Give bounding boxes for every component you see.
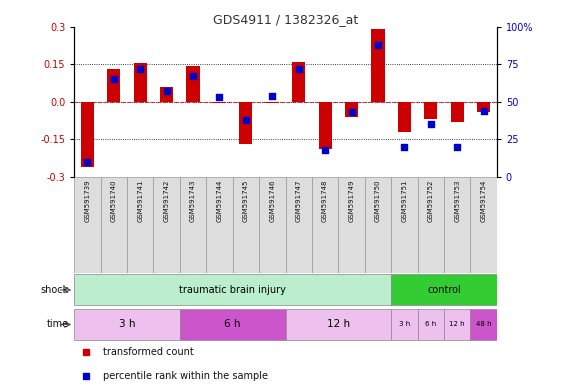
Point <box>479 108 488 114</box>
Text: GDS4911 / 1382326_at: GDS4911 / 1382326_at <box>213 13 358 26</box>
Text: 6 h: 6 h <box>425 321 436 328</box>
Text: GSM591749: GSM591749 <box>348 180 355 222</box>
Point <box>373 42 383 48</box>
FancyBboxPatch shape <box>365 177 391 273</box>
FancyBboxPatch shape <box>286 177 312 273</box>
Text: GSM591753: GSM591753 <box>454 180 460 222</box>
Text: 6 h: 6 h <box>224 319 241 329</box>
Bar <box>266 102 279 103</box>
Text: GSM591748: GSM591748 <box>322 180 328 222</box>
FancyBboxPatch shape <box>471 309 497 340</box>
FancyBboxPatch shape <box>444 177 471 273</box>
Text: time: time <box>46 319 69 329</box>
Point <box>426 121 435 127</box>
Point <box>400 144 409 150</box>
Text: shock: shock <box>41 285 69 295</box>
FancyBboxPatch shape <box>391 177 417 273</box>
Text: GSM591751: GSM591751 <box>401 180 407 222</box>
Point <box>242 117 251 123</box>
Bar <box>292 62 305 102</box>
Point <box>268 93 277 99</box>
FancyBboxPatch shape <box>312 177 338 273</box>
FancyBboxPatch shape <box>100 177 127 273</box>
Text: GSM591741: GSM591741 <box>137 180 143 222</box>
FancyBboxPatch shape <box>286 309 391 340</box>
FancyBboxPatch shape <box>391 274 497 306</box>
FancyBboxPatch shape <box>180 177 206 273</box>
Point <box>188 73 198 79</box>
Bar <box>477 102 490 112</box>
Bar <box>451 102 464 122</box>
Bar <box>160 87 173 102</box>
Text: 3 h: 3 h <box>119 319 135 329</box>
Text: transformed count: transformed count <box>103 347 194 358</box>
FancyBboxPatch shape <box>259 177 286 273</box>
Bar <box>345 102 358 117</box>
Text: GSM591742: GSM591742 <box>164 180 170 222</box>
FancyBboxPatch shape <box>127 177 154 273</box>
Bar <box>398 102 411 132</box>
Text: GSM591743: GSM591743 <box>190 180 196 222</box>
Text: GSM591746: GSM591746 <box>270 180 275 222</box>
Bar <box>107 70 120 102</box>
FancyBboxPatch shape <box>74 274 391 306</box>
Point <box>320 147 329 153</box>
FancyBboxPatch shape <box>417 177 444 273</box>
Point <box>83 159 92 165</box>
Text: GSM591744: GSM591744 <box>216 180 223 222</box>
Bar <box>371 30 384 102</box>
FancyBboxPatch shape <box>338 177 365 273</box>
FancyBboxPatch shape <box>444 309 471 340</box>
Text: 12 h: 12 h <box>327 319 350 329</box>
Text: GSM591740: GSM591740 <box>111 180 117 222</box>
Bar <box>187 66 200 102</box>
Text: 12 h: 12 h <box>449 321 465 328</box>
Point <box>136 66 145 72</box>
Point <box>215 94 224 100</box>
Bar <box>319 102 332 149</box>
FancyBboxPatch shape <box>206 177 233 273</box>
Point <box>109 76 118 83</box>
FancyBboxPatch shape <box>471 177 497 273</box>
FancyBboxPatch shape <box>74 309 180 340</box>
Bar <box>134 63 147 102</box>
Point <box>162 88 171 94</box>
Point <box>347 109 356 115</box>
Bar <box>213 102 226 103</box>
Text: control: control <box>427 285 461 295</box>
FancyBboxPatch shape <box>233 177 259 273</box>
Bar <box>424 102 437 119</box>
Bar <box>239 102 252 144</box>
Text: percentile rank within the sample: percentile rank within the sample <box>103 371 268 381</box>
Text: traumatic brain injury: traumatic brain injury <box>179 285 286 295</box>
FancyBboxPatch shape <box>180 309 286 340</box>
Bar <box>81 102 94 167</box>
Point <box>294 66 303 72</box>
Text: GSM591739: GSM591739 <box>85 180 90 222</box>
Text: GSM591754: GSM591754 <box>481 180 486 222</box>
FancyBboxPatch shape <box>417 309 444 340</box>
Text: GSM591745: GSM591745 <box>243 180 249 222</box>
FancyBboxPatch shape <box>391 309 417 340</box>
Point <box>453 144 462 150</box>
Text: 48 h: 48 h <box>476 321 492 328</box>
Text: GSM591750: GSM591750 <box>375 180 381 222</box>
FancyBboxPatch shape <box>154 177 180 273</box>
Text: GSM591747: GSM591747 <box>296 180 301 222</box>
Text: 3 h: 3 h <box>399 321 410 328</box>
Text: GSM591752: GSM591752 <box>428 180 434 222</box>
FancyBboxPatch shape <box>74 177 100 273</box>
